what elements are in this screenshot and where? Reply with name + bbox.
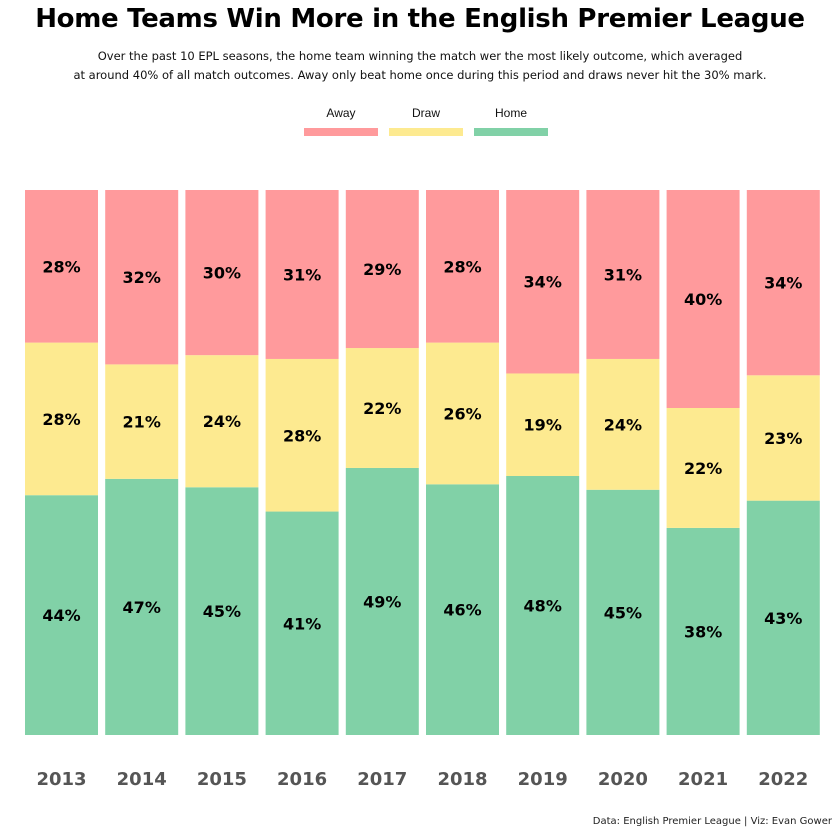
data-label-away-2014: 32% — [123, 268, 161, 287]
bar-segment-draw-2017 — [345, 348, 419, 468]
x-tick-label-2013: 2013 — [36, 769, 86, 790]
bar-segment-home-2013 — [25, 495, 98, 735]
data-label-home-2014: 47% — [123, 598, 161, 617]
data-label-home-2020: 45% — [604, 603, 642, 622]
legend: Away Draw Home — [304, 106, 554, 138]
x-tick-label-2014: 2014 — [117, 769, 167, 790]
bar-segment-draw-2016 — [265, 358, 339, 512]
bar-segment-home-2021 — [666, 527, 740, 735]
x-tick-label-2019: 2019 — [518, 769, 568, 790]
data-label-away-2017: 29% — [363, 260, 401, 279]
subtitle-line-1: Over the past 10 EPL seasons, the home t… — [97, 49, 743, 63]
bar-segment-away-2017 — [345, 190, 419, 349]
x-tick-label-2017: 2017 — [357, 769, 407, 790]
data-label-away-2018: 28% — [443, 257, 481, 276]
bar-segment-home-2018 — [426, 484, 499, 735]
data-label-home-2018: 46% — [443, 601, 481, 620]
legend-item-home: Home — [474, 106, 548, 138]
legend-label-draw: Draw — [411, 106, 440, 120]
legend-label-away: Away — [326, 106, 356, 120]
bar-segment-draw-2021 — [666, 408, 740, 528]
bar-segment-home-2020 — [586, 489, 660, 735]
data-label-away-2021: 40% — [684, 290, 722, 309]
bar-segment-draw-2018 — [426, 342, 499, 485]
bar-segment-away-2020 — [586, 190, 660, 359]
data-label-home-2016: 41% — [283, 614, 321, 633]
data-label-home-2013: 44% — [42, 606, 80, 625]
data-label-away-2020: 31% — [604, 265, 642, 284]
data-label-draw-2016: 28% — [283, 426, 321, 445]
data-label-away-2016: 31% — [283, 265, 321, 284]
x-tick-label-2015: 2015 — [197, 769, 247, 790]
bar-segment-home-2022 — [746, 500, 820, 735]
bar-segment-away-2016 — [265, 190, 339, 359]
data-label-draw-2020: 24% — [604, 415, 642, 434]
bar-segment-draw-2013 — [25, 342, 98, 496]
legend-swatch-home — [474, 128, 548, 136]
data-label-away-2015: 30% — [203, 264, 241, 283]
bar-segment-away-2018 — [426, 190, 499, 343]
bar-segment-home-2014 — [105, 478, 179, 735]
data-label-home-2019: 48% — [524, 596, 562, 615]
bar-segment-away-2019 — [506, 190, 580, 374]
x-tick-label-2021: 2021 — [678, 769, 728, 790]
x-tick-label-2020: 2020 — [598, 769, 648, 790]
bar-segment-draw-2019 — [506, 373, 580, 476]
bar-segment-home-2017 — [345, 467, 419, 735]
data-label-home-2015: 45% — [203, 602, 241, 621]
data-label-home-2021: 38% — [684, 622, 722, 641]
bar-segment-draw-2014 — [105, 364, 179, 479]
bar-segment-away-2021 — [666, 190, 740, 408]
chart-subtitle: Over the past 10 EPL seasons, the home t… — [60, 47, 780, 85]
x-tick-label-2018: 2018 — [437, 769, 487, 790]
x-tick-label-2016: 2016 — [277, 769, 327, 790]
bar-segment-draw-2022 — [746, 375, 820, 501]
data-label-away-2022: 34% — [764, 274, 802, 293]
data-label-home-2022: 43% — [764, 609, 802, 628]
bar-segment-away-2015 — [185, 190, 259, 356]
x-tick-label-2022: 2022 — [758, 769, 808, 790]
legend-swatch-draw — [389, 128, 463, 136]
subtitle-line-2: at around 40% of all match outcomes. Awa… — [73, 68, 767, 82]
data-label-draw-2017: 22% — [363, 399, 401, 418]
bar-segment-home-2015 — [185, 487, 259, 735]
data-label-draw-2013: 28% — [42, 410, 80, 429]
data-label-draw-2018: 26% — [443, 404, 481, 423]
bar-segment-away-2014 — [105, 190, 179, 365]
data-label-draw-2015: 24% — [203, 412, 241, 431]
bar-segment-draw-2020 — [586, 358, 660, 490]
bar-segment-away-2022 — [746, 190, 820, 376]
data-label-away-2013: 28% — [42, 257, 80, 276]
bar-segment-draw-2015 — [185, 355, 259, 488]
legend-item-draw: Draw — [389, 106, 463, 138]
bar-segment-away-2013 — [25, 190, 98, 343]
legend-label-home: Home — [494, 106, 527, 120]
data-label-draw-2021: 22% — [684, 459, 722, 478]
chart-title: Home Teams Win More in the English Premi… — [35, 4, 805, 34]
data-label-away-2019: 34% — [524, 273, 562, 292]
data-label-home-2017: 49% — [363, 592, 401, 611]
source-caption: Data: English Premier League | Viz: Evan… — [592, 816, 832, 827]
bar-segment-home-2019 — [506, 475, 580, 735]
bar-segment-home-2016 — [265, 511, 339, 735]
legend-item-away: Away — [304, 106, 378, 138]
data-label-draw-2022: 23% — [764, 429, 802, 448]
data-label-draw-2019: 19% — [524, 416, 562, 435]
data-label-draw-2014: 21% — [123, 413, 161, 432]
legend-swatch-away — [304, 128, 378, 136]
